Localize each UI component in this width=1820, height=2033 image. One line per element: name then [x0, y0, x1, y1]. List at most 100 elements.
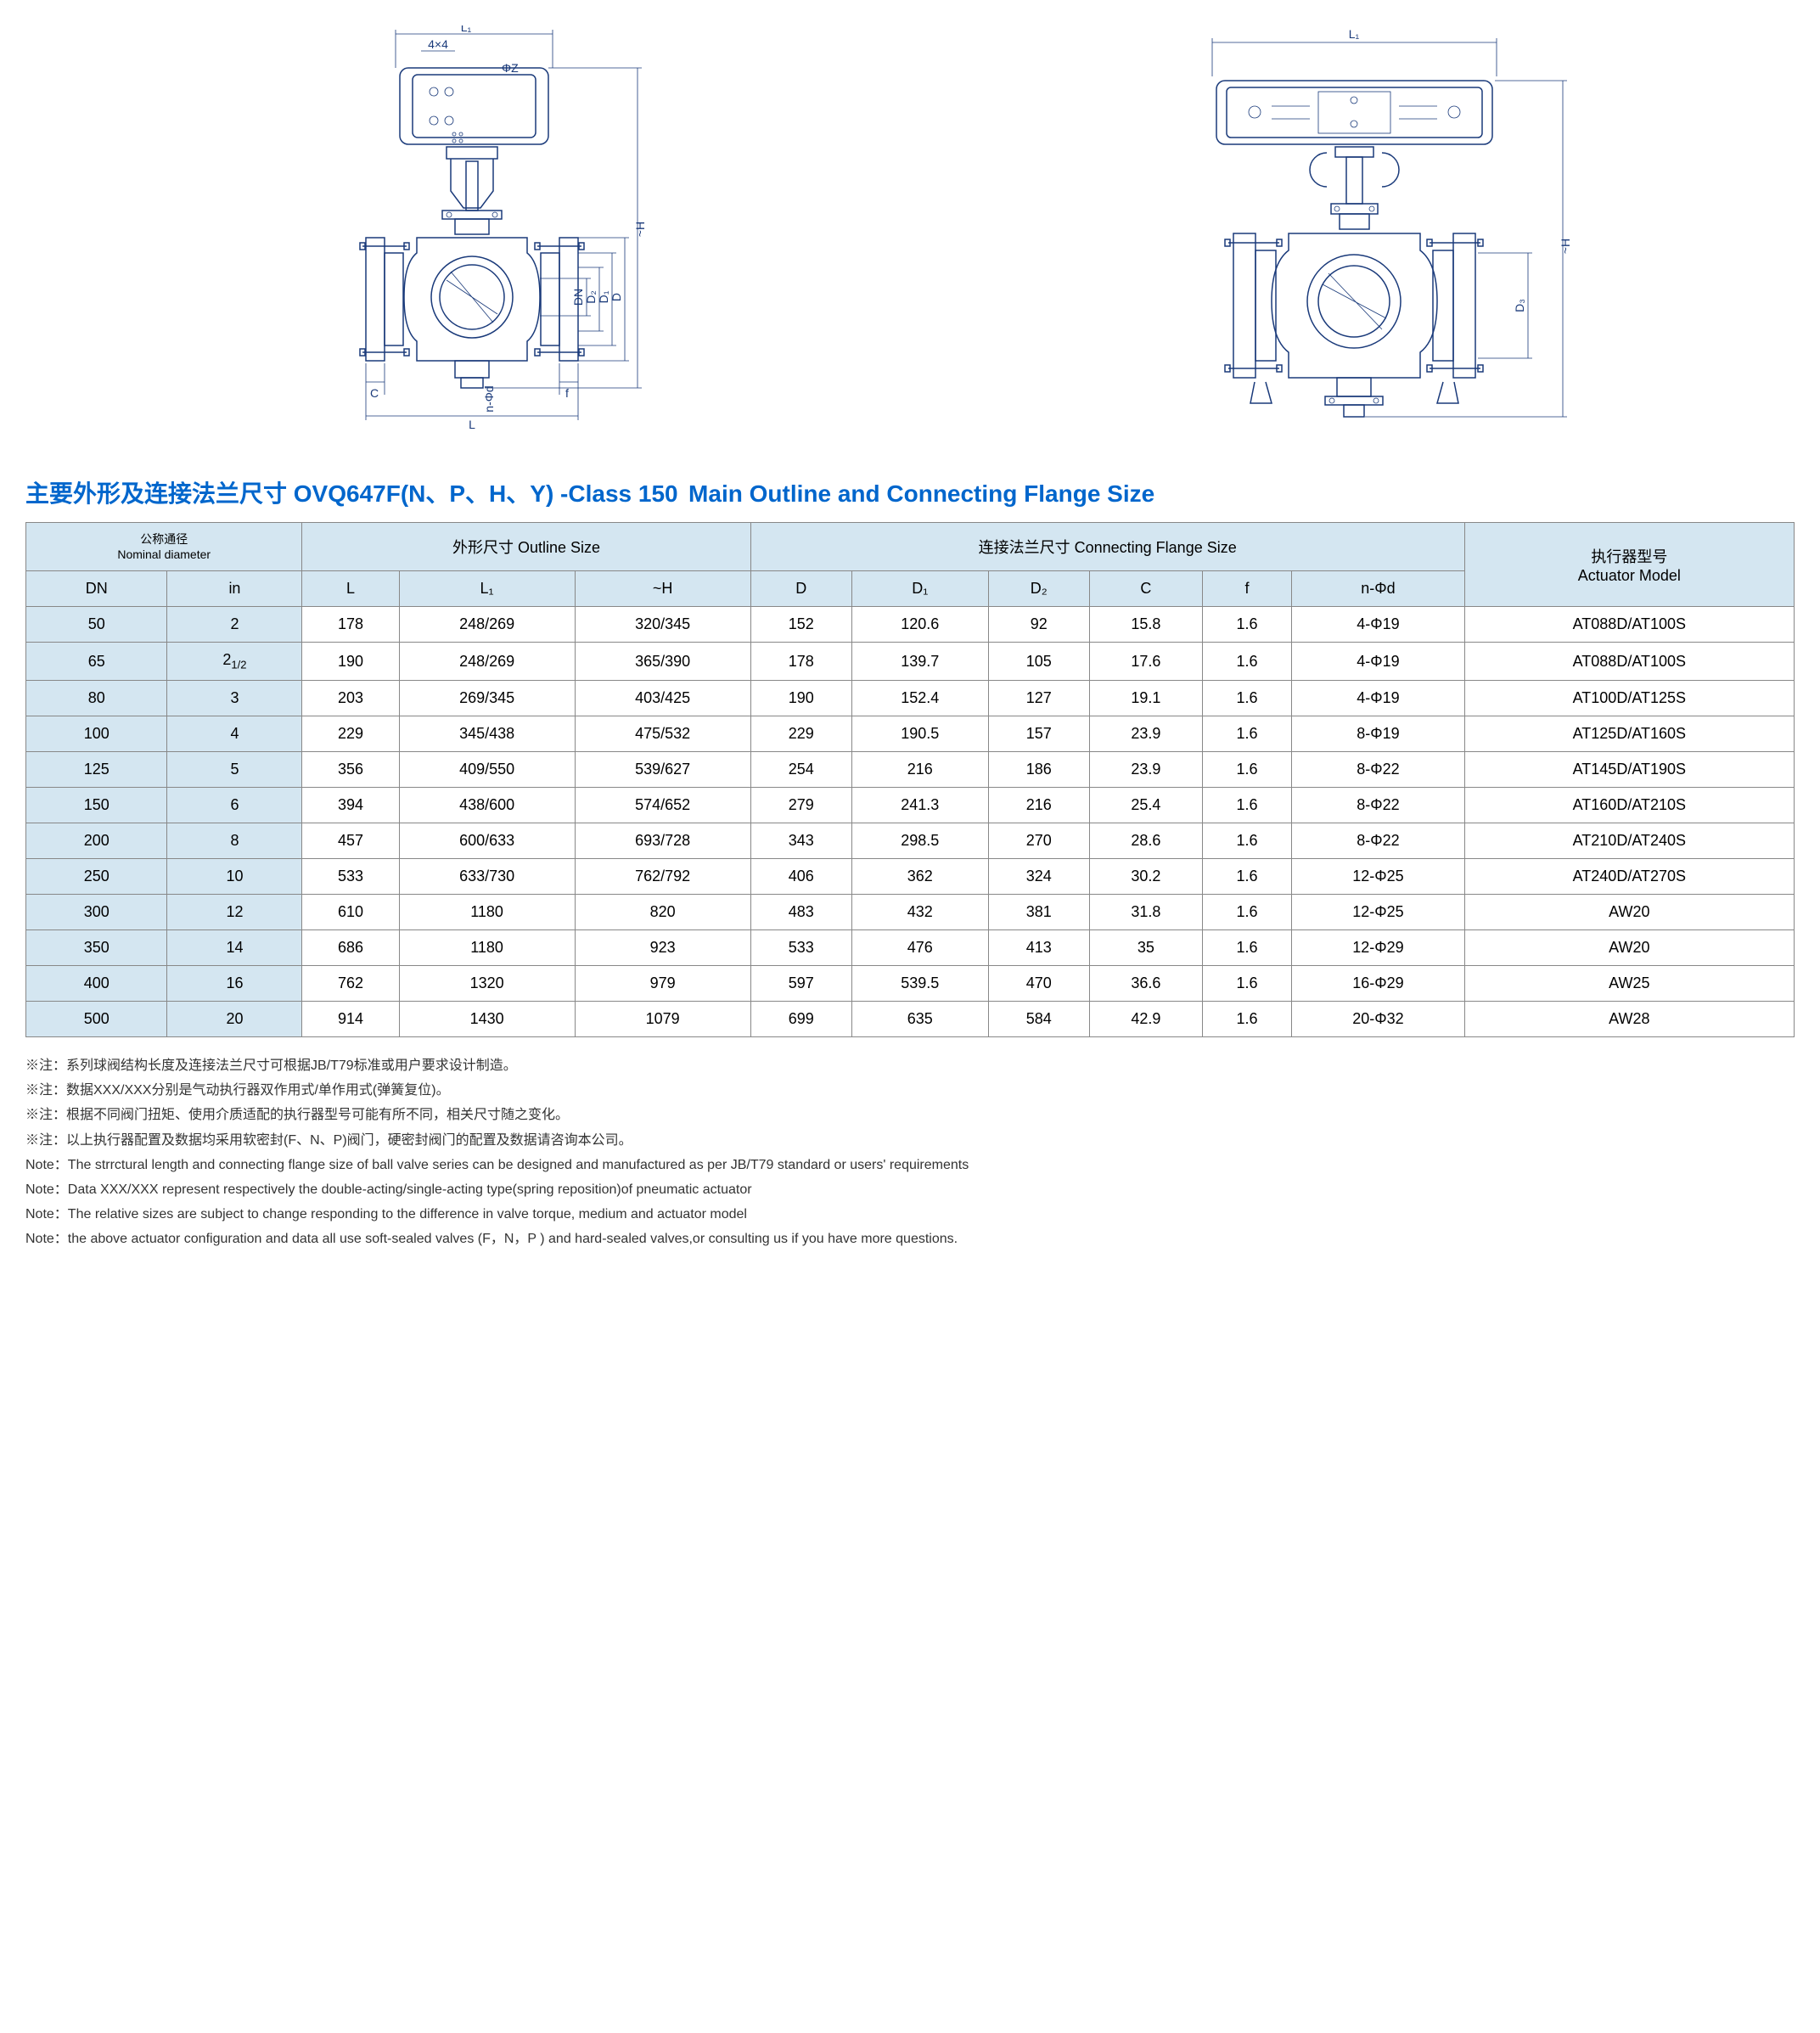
- cell-act: AW20: [1464, 894, 1794, 929]
- cell-D: 152: [750, 607, 851, 643]
- cell-D: 533: [750, 929, 851, 965]
- cell-D1: 539.5: [851, 965, 988, 1001]
- col-L: L: [302, 571, 399, 607]
- note-cn: ※注：系列球阀结构长度及连接法兰尺寸可根据JB/T79标准或用户要求设计制造。: [25, 1054, 1795, 1077]
- dim-L1: L₁: [461, 25, 472, 34]
- col-nphid: n-Φd: [1292, 571, 1464, 607]
- cell-D: 406: [750, 858, 851, 894]
- cell-D2: 324: [988, 858, 1089, 894]
- dim-D1: D₁: [597, 290, 610, 303]
- cell-D: 483: [750, 894, 851, 929]
- cell-DN: 50: [26, 607, 167, 643]
- title-cn: 主要外形及连接法兰尺寸 OVQ647F(N、P、H、Y) -Class 150: [25, 480, 678, 507]
- cell-in: 3: [167, 680, 302, 716]
- cell-DN: 400: [26, 965, 167, 1001]
- cell-act: AW20: [1464, 929, 1794, 965]
- cell-C: 35: [1089, 929, 1202, 965]
- cell-f: 1.6: [1202, 929, 1291, 965]
- cell-L1: 248/269: [399, 643, 575, 681]
- cell-nphid: 4-Φ19: [1292, 607, 1464, 643]
- dim-D: D: [609, 293, 623, 301]
- col-D1: D₁: [851, 571, 988, 607]
- cell-DN: 250: [26, 858, 167, 894]
- cell-D1: 298.5: [851, 823, 988, 858]
- cell-in: 12: [167, 894, 302, 929]
- cell-in: 8: [167, 823, 302, 858]
- table-row: 400167621320979597539.547036.61.616-Φ29A…: [26, 965, 1795, 1001]
- cell-D1: 635: [851, 1001, 988, 1036]
- cell-L: 394: [302, 787, 399, 823]
- note-en: Note：The strrctural length and connectin…: [25, 1154, 1795, 1177]
- cell-act: AT088D/AT100S: [1464, 607, 1794, 643]
- cell-L: 686: [302, 929, 399, 965]
- cell-D2: 157: [988, 716, 1089, 751]
- col-L1: L₁: [399, 571, 575, 607]
- cell-L: 178: [302, 607, 399, 643]
- cell-L1: 1430: [399, 1001, 575, 1036]
- cell-L1: 1180: [399, 894, 575, 929]
- cell-H: 475/532: [575, 716, 750, 751]
- cell-act: AT145D/AT190S: [1464, 751, 1794, 787]
- cell-in: 10: [167, 858, 302, 894]
- cell-L1: 409/550: [399, 751, 575, 787]
- cell-H: 820: [575, 894, 750, 929]
- cell-nphid: 4-Φ19: [1292, 643, 1464, 681]
- cell-H: 979: [575, 965, 750, 1001]
- dim-L: L: [469, 418, 475, 431]
- dim-DN: DN: [571, 289, 585, 306]
- cell-DN: 350: [26, 929, 167, 965]
- cell-D1: 139.7: [851, 643, 988, 681]
- cell-D1: 241.3: [851, 787, 988, 823]
- cell-f: 1.6: [1202, 680, 1291, 716]
- cell-H: 1079: [575, 1001, 750, 1036]
- title-en: Main Outline and Connecting Flange Size: [688, 480, 1154, 507]
- cell-nphid: 12-Φ29: [1292, 929, 1464, 965]
- cell-DN: 150: [26, 787, 167, 823]
- cell-f: 1.6: [1202, 787, 1291, 823]
- cell-L: 914: [302, 1001, 399, 1036]
- cell-D: 190: [750, 680, 851, 716]
- table-row: 25010533633/730762/79240636232430.21.612…: [26, 858, 1795, 894]
- note-cn: ※注：根据不同阀门扭矩、使用介质适配的执行器型号可能有所不同，相关尺寸随之变化。: [25, 1104, 1795, 1126]
- cell-D1: 476: [851, 929, 988, 965]
- cell-C: 30.2: [1089, 858, 1202, 894]
- cell-C: 15.8: [1089, 607, 1202, 643]
- cell-f: 1.6: [1202, 751, 1291, 787]
- cell-D: 178: [750, 643, 851, 681]
- cell-D2: 216: [988, 787, 1089, 823]
- cell-DN: 65: [26, 643, 167, 681]
- dim-f: f: [565, 386, 569, 400]
- cell-in: 4: [167, 716, 302, 751]
- cell-D2: 381: [988, 894, 1089, 929]
- cell-H: 320/345: [575, 607, 750, 643]
- cell-nphid: 4-Φ19: [1292, 680, 1464, 716]
- cell-C: 25.4: [1089, 787, 1202, 823]
- cell-D: 343: [750, 823, 851, 858]
- cell-in: 16: [167, 965, 302, 1001]
- cell-f: 1.6: [1202, 643, 1291, 681]
- cell-C: 31.8: [1089, 894, 1202, 929]
- cell-L1: 1180: [399, 929, 575, 965]
- cell-in: 2: [167, 607, 302, 643]
- cell-nphid: 12-Φ25: [1292, 894, 1464, 929]
- cell-nphid: 20-Φ32: [1292, 1001, 1464, 1036]
- cell-act: AT240D/AT270S: [1464, 858, 1794, 894]
- cell-L: 762: [302, 965, 399, 1001]
- cell-in: 20: [167, 1001, 302, 1036]
- cell-D1: 432: [851, 894, 988, 929]
- cell-D2: 270: [988, 823, 1089, 858]
- cell-D: 229: [750, 716, 851, 751]
- cell-D2: 105: [988, 643, 1089, 681]
- cell-H: 762/792: [575, 858, 750, 894]
- col-D: D: [750, 571, 851, 607]
- cell-f: 1.6: [1202, 965, 1291, 1001]
- cell-L1: 269/345: [399, 680, 575, 716]
- cell-f: 1.6: [1202, 716, 1291, 751]
- cell-f: 1.6: [1202, 1001, 1291, 1036]
- cell-L: 457: [302, 823, 399, 858]
- cell-in: 5: [167, 751, 302, 787]
- cell-D1: 362: [851, 858, 988, 894]
- cell-L: 203: [302, 680, 399, 716]
- cell-L1: 633/730: [399, 858, 575, 894]
- cell-C: 42.9: [1089, 1001, 1202, 1036]
